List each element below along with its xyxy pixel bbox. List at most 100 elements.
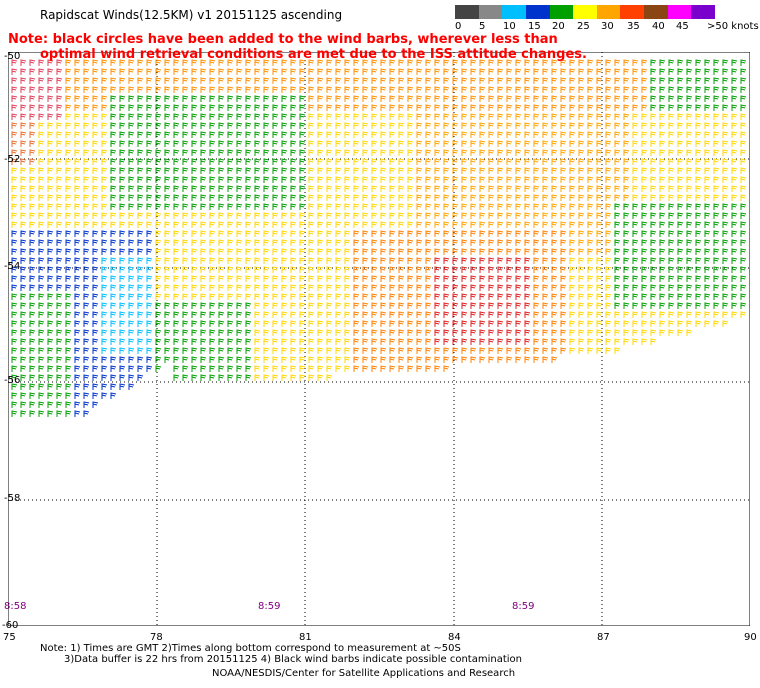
wind-barb	[146, 356, 153, 363]
wind-barb	[56, 167, 63, 174]
wind-swath	[11, 59, 747, 417]
wind-barb	[29, 203, 36, 210]
wind-barb	[299, 113, 306, 120]
wind-barb	[344, 95, 351, 102]
wind-barb	[668, 77, 675, 84]
wind-barb	[236, 149, 243, 156]
wind-barb	[191, 203, 198, 210]
wind-barb	[704, 158, 711, 165]
wind-barb	[353, 131, 360, 138]
wind-barb	[587, 167, 594, 174]
wind-barb	[335, 95, 342, 102]
wind-barb	[20, 86, 27, 93]
wind-barb	[722, 104, 729, 111]
wind-barb	[236, 176, 243, 183]
wind-barb	[722, 68, 729, 75]
wind-barb	[155, 158, 162, 165]
wind-barb	[461, 239, 468, 246]
wind-barb	[200, 77, 207, 84]
wind-barb	[119, 212, 126, 219]
wind-barb	[452, 131, 459, 138]
wind-barb	[668, 68, 675, 75]
wind-barb	[407, 59, 414, 66]
wind-barb	[317, 158, 324, 165]
wind-barb	[488, 176, 495, 183]
wind-barb	[128, 77, 135, 84]
wind-barb	[200, 122, 207, 129]
wind-barb	[245, 185, 252, 192]
wind-barb	[677, 311, 684, 318]
wind-barb	[56, 68, 63, 75]
wind-barb	[173, 320, 180, 327]
wind-barb	[542, 221, 549, 228]
wind-barb	[371, 176, 378, 183]
wind-barb	[506, 212, 513, 219]
wind-barb	[182, 302, 189, 309]
wind-barb	[101, 275, 108, 282]
wind-barb	[155, 203, 162, 210]
wind-barb	[173, 284, 180, 291]
wind-barb	[20, 311, 27, 318]
wind-barb	[119, 122, 126, 129]
wind-barb	[200, 230, 207, 237]
wind-barb	[200, 167, 207, 174]
wind-barb	[641, 176, 648, 183]
wind-barb	[236, 104, 243, 111]
wind-barb	[209, 230, 216, 237]
wind-barb	[596, 221, 603, 228]
wind-barb	[623, 140, 630, 147]
wind-barb	[173, 158, 180, 165]
wind-barb	[659, 239, 666, 246]
wind-barb	[407, 212, 414, 219]
wind-barb	[587, 131, 594, 138]
wind-barb	[38, 59, 45, 66]
wind-barb	[623, 203, 630, 210]
wind-barb	[515, 266, 522, 273]
wind-barb	[479, 158, 486, 165]
wind-barb	[704, 176, 711, 183]
wind-barb	[515, 95, 522, 102]
wind-barb	[47, 356, 54, 363]
wind-barb	[596, 167, 603, 174]
wind-barb	[488, 221, 495, 228]
wind-barb	[227, 338, 234, 345]
wind-barb	[344, 275, 351, 282]
wind-barb	[335, 338, 342, 345]
wind-barb	[11, 329, 18, 336]
wind-barb	[191, 338, 198, 345]
wind-barb	[236, 329, 243, 336]
wind-barb	[614, 338, 621, 345]
wind-barb	[488, 131, 495, 138]
wind-barb	[452, 212, 459, 219]
wind-barb	[47, 248, 54, 255]
wind-barb	[380, 194, 387, 201]
wind-barb	[209, 131, 216, 138]
wind-barb	[209, 329, 216, 336]
wind-barb	[614, 122, 621, 129]
wind-barb	[425, 176, 432, 183]
wind-barb	[479, 167, 486, 174]
wind-barb	[443, 167, 450, 174]
wind-barb	[92, 77, 99, 84]
wind-barb	[83, 203, 90, 210]
wind-barb	[74, 248, 81, 255]
wind-barb	[38, 176, 45, 183]
wind-barb	[443, 230, 450, 237]
wind-barb	[191, 104, 198, 111]
wind-barb	[101, 77, 108, 84]
wind-barb	[551, 248, 558, 255]
wind-barb	[164, 338, 171, 345]
wind-barb	[110, 158, 117, 165]
wind-barb	[326, 239, 333, 246]
wind-barb	[533, 284, 540, 291]
wind-barb	[596, 113, 603, 120]
wind-barb	[335, 77, 342, 84]
wind-barb	[560, 239, 567, 246]
wind-barb	[47, 104, 54, 111]
wind-barb	[110, 131, 117, 138]
wind-barb	[227, 374, 234, 381]
wind-barb	[38, 383, 45, 390]
wind-barb	[623, 68, 630, 75]
wind-barb	[128, 284, 135, 291]
wind-barb	[479, 212, 486, 219]
